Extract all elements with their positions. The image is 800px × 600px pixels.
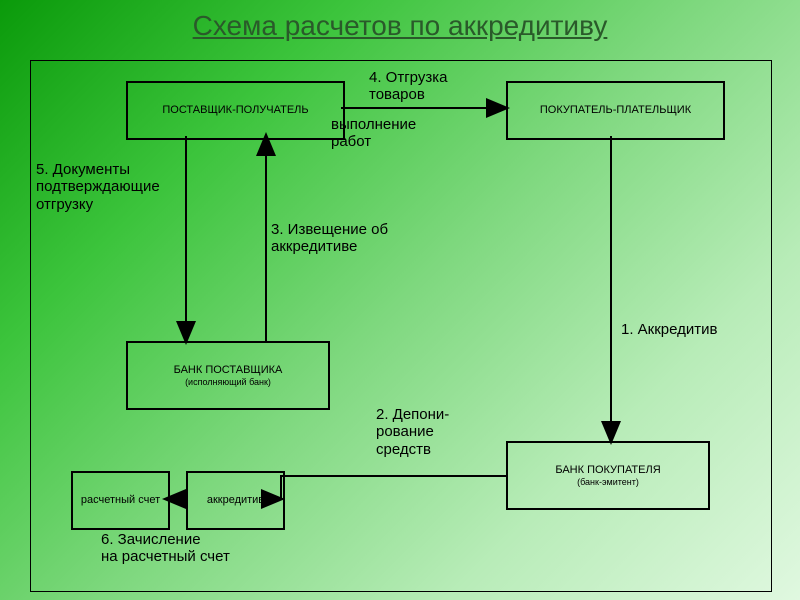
node-sublabel: (банк-эмитент)	[508, 477, 708, 488]
label-line: выполнение	[331, 116, 416, 133]
node-buyer: ПОКУПАТЕЛЬ-ПЛАТЕЛЬЩИК	[506, 81, 725, 140]
label-line: 3. Извещение об	[271, 221, 388, 238]
node-supplier_bank: БАНК ПОСТАВЩИКА(исполняющий банк)	[126, 341, 330, 410]
label-l5: 5. Документыподтверждающиеотгрузку	[36, 161, 160, 213]
node-supplier: ПОСТАВЩИК-ПОЛУЧАТЕЛЬ	[126, 81, 345, 140]
label-line: 6. Зачисление	[101, 531, 230, 548]
node-label: аккредитив	[188, 494, 283, 507]
diagram-frame: ПОСТАВЩИК-ПОЛУЧАТЕЛЬ ПОКУПАТЕЛЬ-ПЛАТЕЛЬЩИ…	[30, 60, 772, 592]
node-buyer_bank: БАНК ПОКУПАТЕЛЯ(банк-эмитент)	[506, 441, 710, 510]
label-l3: 3. Извещение обаккредитиве	[271, 221, 388, 256]
label-line: отгрузку	[36, 196, 160, 213]
label-line: аккредитиве	[271, 238, 388, 255]
label-line: 4. Отгрузка	[369, 69, 447, 86]
label-line: 1. Аккредитив	[621, 321, 718, 338]
label-line: средств	[376, 441, 449, 458]
label-l6: 6. Зачислениена расчетный счет	[101, 531, 230, 566]
label-l4: 4. Отгрузкатоваров	[369, 69, 447, 104]
node-label: БАНК ПОСТАВЩИКА	[128, 364, 328, 377]
label-l1: 1. Аккредитив	[621, 321, 718, 338]
label-line: работ	[331, 133, 416, 150]
label-line: 5. Документы	[36, 161, 160, 178]
node-label: ПОКУПАТЕЛЬ-ПЛАТЕЛЬЩИК	[508, 104, 723, 117]
node-label: БАНК ПОКУПАТЕЛЯ	[508, 464, 708, 477]
node-account: расчетный счет	[71, 471, 170, 530]
label-line: 2. Депони-	[376, 406, 449, 423]
node-sublabel: (исполняющий банк)	[128, 377, 328, 388]
page-title: Схема расчетов по аккредитиву	[0, 10, 800, 42]
node-label: ПОСТАВЩИК-ПОЛУЧАТЕЛЬ	[128, 104, 343, 117]
label-l_work: выполнениеработ	[331, 116, 416, 151]
label-line: подтверждающие	[36, 178, 160, 195]
label-l2: 2. Депони-рованиесредств	[376, 406, 449, 458]
node-accreditive: аккредитив	[186, 471, 285, 530]
label-line: на расчетный счет	[101, 548, 230, 565]
label-line: рование	[376, 423, 449, 440]
label-line: товаров	[369, 86, 447, 103]
node-label: расчетный счет	[73, 494, 168, 507]
edge-e2_deposit	[281, 476, 506, 499]
